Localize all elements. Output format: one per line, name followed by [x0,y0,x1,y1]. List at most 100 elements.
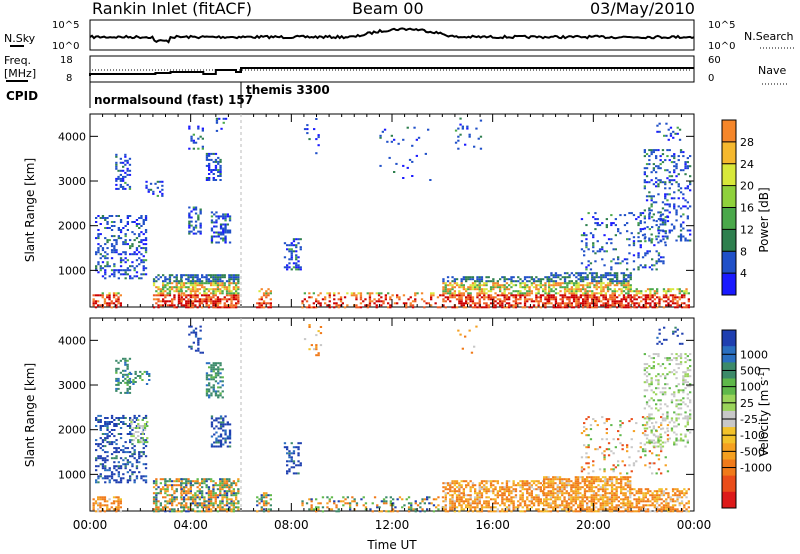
range-gate-cell [217,421,220,424]
range-gate-cell [575,280,578,283]
range-gate-cell [530,282,533,285]
range-gate-cell [95,251,98,254]
range-gate-cell [212,376,215,379]
range-gate-cell [480,278,484,281]
range-gate-cell [110,441,114,444]
range-gate-cell [110,457,114,460]
range-gate-cell [180,304,183,307]
range-gate-cell [144,251,148,254]
range-gate-cell [508,304,511,307]
range-gate-cell [442,282,445,285]
range-gate-cell [622,280,626,283]
range-gate-cell [260,494,263,497]
range-gate-cell [561,502,564,505]
range-gate-cell [487,488,490,491]
range-gate-cell [532,278,536,281]
range-gate-cell [171,486,174,489]
range-gate-cell [196,478,199,481]
range-gate-cell [532,300,536,303]
range-gate-cell [526,484,529,487]
range-gate-cell [256,500,259,503]
range-gate-cell [189,290,192,293]
range-gate-cell [133,251,136,254]
range-gate-cell [563,302,567,305]
range-gate-cell [640,300,643,303]
range-gate-cell [133,417,136,419]
range-gate-cell [232,278,235,281]
range-gate-cell [115,481,118,484]
range-gate-cell [198,502,201,505]
range-gate-cell [122,175,125,178]
range-gate-cell [326,506,329,509]
range-gate-cell [101,449,105,452]
range-gate-cell [465,296,468,299]
range-gate-cell [661,153,665,156]
range-gate-cell [550,278,553,281]
range-gate-cell [458,496,461,499]
range-gate-cell [97,263,100,266]
range-gate-cell [517,292,520,295]
y-tick-label: 2000 [58,220,86,233]
range-gate-cell [375,306,378,309]
range-gate-cell [577,494,580,497]
range-gate-cell [628,238,631,241]
range-gate-cell [662,290,666,293]
range-gate-cell [648,237,651,240]
range-gate-cell [458,296,461,299]
range-gate-cell [559,306,562,309]
range-gate-cell [458,484,461,487]
range-gate-cell [126,363,129,366]
range-gate-cell [152,486,156,489]
range-gate-cell [122,423,125,425]
range-gate-cell [543,482,546,485]
range-gate-cell [119,219,123,221]
range-gate-cell [455,490,459,493]
range-gate-cell [469,494,472,497]
range-gate-cell [122,449,125,452]
range-gate-cell [101,255,105,258]
range-gate-cell [124,153,127,156]
range-gate-cell [593,306,596,309]
range-gate-cell [194,502,197,505]
range-gate-cell [453,502,456,505]
range-gate-cell [326,502,329,505]
range-gate-cell [679,233,683,236]
range-gate-cell [113,275,116,278]
range-gate-cell [214,364,218,367]
range-gate-cell [437,496,440,499]
range-gate-cell [639,244,642,247]
range-gate-cell [368,292,372,295]
range-gate-cell [469,486,472,489]
range-gate-cell [460,496,463,499]
range-gate-cell [514,490,518,493]
range-gate-cell [552,306,555,309]
range-gate-cell [219,175,222,177]
range-gate-cell [648,217,651,220]
range-gate-cell [212,280,215,283]
range-gate-cell [182,286,186,289]
range-gate-cell [591,272,594,275]
range-gate-cell [267,494,270,497]
range-gate-cell [108,292,111,295]
range-gate-cell [135,417,139,419]
range-gate-cell [583,490,587,493]
range-gate-cell [182,486,186,489]
range-gate-cell [591,296,594,299]
range-gate-cell [177,478,181,481]
range-gate-cell [103,498,107,501]
range-gate-cell [586,508,589,511]
range-gate-cell [499,494,502,497]
range-gate-cell [205,292,208,295]
range-gate-cell [124,241,127,244]
range-gate-cell [602,288,605,291]
range-gate-cell [684,187,687,190]
range-gate-cell [134,381,137,383]
range-gate-cell [512,304,515,307]
range-gate-cell [232,488,235,491]
range-gate-cell [113,263,116,266]
range-gate-cell [530,506,533,509]
range-gate-cell [222,121,225,124]
range-gate-cell [465,290,468,293]
noise-right-label: N.Search [744,30,794,43]
range-gate-cell [442,298,445,301]
